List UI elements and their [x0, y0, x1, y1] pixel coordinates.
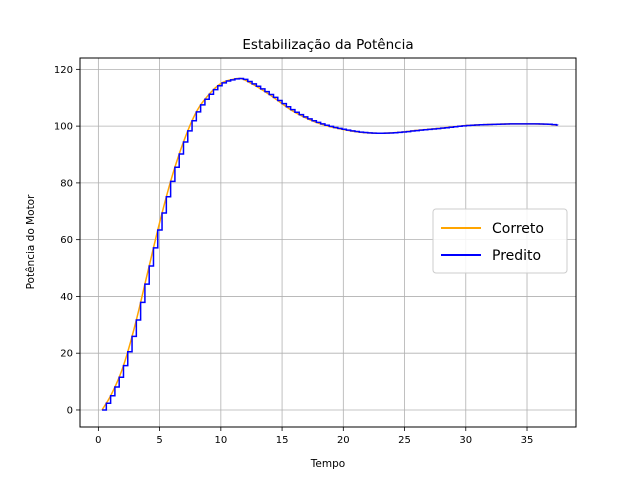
y-tick-label: 40	[60, 292, 73, 303]
y-axis-label: Potência do Motor	[25, 194, 37, 290]
y-tick-label: 60	[60, 235, 73, 246]
y-tick-label: 20	[60, 349, 73, 360]
y-tick-label: 100	[54, 122, 73, 133]
x-tick-label: 20	[337, 435, 350, 446]
legend-label-predito: Predito	[492, 248, 541, 264]
series-predito-line	[102, 77, 559, 411]
plot-frame	[79, 57, 577, 428]
x-tick-label: 15	[276, 435, 289, 446]
y-tick-label: 80	[60, 178, 73, 189]
legend: Correto Predito	[432, 208, 568, 274]
x-tick-label: 5	[156, 435, 162, 446]
series-layer	[101, 77, 559, 411]
x-tick-label: 10	[214, 435, 227, 446]
legend-label-correto: Correto	[492, 221, 544, 237]
y-tick-label: 0	[67, 405, 73, 416]
ticks: 0 5 10 15 20 25 30 35 0 20 40 60 80 100 120	[54, 65, 533, 446]
legend-box	[432, 208, 568, 274]
x-tick-label: 0	[95, 435, 101, 446]
x-tick-label: 35	[521, 435, 534, 446]
x-tick-label: 30	[459, 435, 472, 446]
x-tick-label: 25	[398, 435, 411, 446]
x-axis-label: Tempo	[310, 458, 345, 470]
chart-title: Estabilização da Potência	[242, 37, 413, 53]
y-tick-label: 120	[54, 65, 73, 76]
